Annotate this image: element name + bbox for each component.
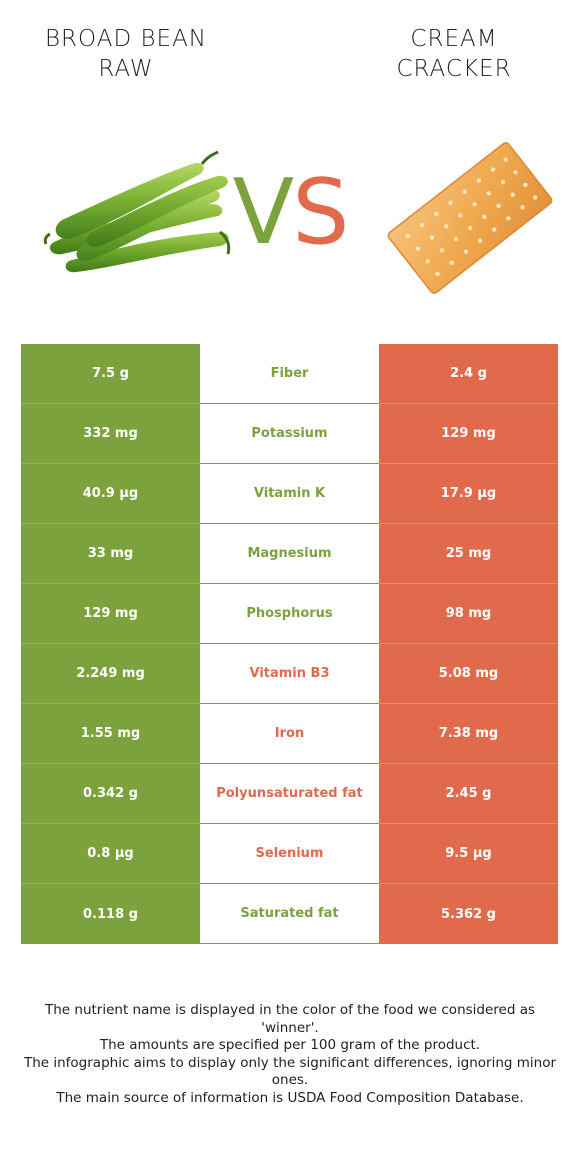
table-row: 40.9 µg Vitamin K 17.9 µg bbox=[21, 464, 558, 524]
left-value: 40.9 µg bbox=[21, 464, 200, 524]
left-value: 2.249 mg bbox=[21, 644, 200, 704]
left-value: 33 mg bbox=[21, 524, 200, 584]
table-row: 0.8 µg Selenium 9.5 µg bbox=[21, 824, 558, 884]
left-value: 0.8 µg bbox=[21, 824, 200, 884]
comparison-table: 7.5 g Fiber 2.4 g 332 mg Potassium 129 m… bbox=[21, 344, 558, 944]
nutrient-name: Polyunsaturated fat bbox=[200, 764, 379, 824]
table-row: 33 mg Magnesium 25 mg bbox=[21, 524, 558, 584]
table-row: 2.249 mg Vitamin B3 5.08 mg bbox=[21, 644, 558, 704]
left-food-title-line2: RAW bbox=[98, 56, 154, 82]
left-food-title-line1: BROAD BEAN bbox=[44, 26, 208, 52]
right-value: 98 mg bbox=[379, 584, 558, 644]
right-value: 9.5 µg bbox=[379, 824, 558, 884]
right-value: 25 mg bbox=[379, 524, 558, 584]
table-row: 129 mg Phosphorus 98 mg bbox=[21, 584, 558, 644]
left-value: 129 mg bbox=[21, 584, 200, 644]
nutrient-name: Magnesium bbox=[200, 524, 379, 584]
right-food-title: CREAM CRACKER bbox=[344, 24, 564, 84]
vs-letter-v: V bbox=[232, 160, 295, 265]
right-food-title-line1: CREAM bbox=[410, 26, 498, 52]
vs-label: VS bbox=[222, 158, 358, 268]
right-value: 7.38 mg bbox=[379, 704, 558, 764]
nutrient-name: Vitamin B3 bbox=[200, 644, 379, 704]
table-row: 0.118 g Saturated fat 5.362 g bbox=[21, 884, 558, 944]
left-value: 0.118 g bbox=[21, 884, 200, 944]
footnote-line: The amounts are specified per 100 gram o… bbox=[99, 1037, 481, 1053]
nutrient-name: Iron bbox=[200, 704, 379, 764]
table-row: 0.342 g Polyunsaturated fat 2.45 g bbox=[21, 764, 558, 824]
left-value: 1.55 mg bbox=[21, 704, 200, 764]
nutrient-name: Phosphorus bbox=[200, 584, 379, 644]
table-row: 1.55 mg Iron 7.38 mg bbox=[21, 704, 558, 764]
table-row: 332 mg Potassium 129 mg bbox=[21, 404, 558, 464]
right-value: 5.362 g bbox=[379, 884, 558, 944]
vs-letter-s: S bbox=[292, 160, 349, 265]
footnote-line: The main source of information is USDA F… bbox=[56, 1089, 524, 1106]
nutrient-name: Potassium bbox=[200, 404, 379, 464]
right-value: 129 mg bbox=[379, 404, 558, 464]
broad-bean-image bbox=[43, 150, 231, 273]
table-row: 7.5 g Fiber 2.4 g bbox=[21, 344, 558, 404]
right-value: 17.9 µg bbox=[379, 464, 558, 524]
cream-cracker-image bbox=[387, 142, 553, 294]
footnote: The nutrient name is displayed in the co… bbox=[16, 1002, 564, 1107]
nutrient-name: Saturated fat bbox=[200, 884, 379, 944]
left-food-title: BROAD BEAN RAW bbox=[16, 24, 236, 84]
left-value: 332 mg bbox=[21, 404, 200, 464]
left-value: 0.342 g bbox=[21, 764, 200, 824]
right-value: 5.08 mg bbox=[379, 644, 558, 704]
nutrient-name: Fiber bbox=[200, 344, 379, 404]
nutrient-name: Selenium bbox=[200, 824, 379, 884]
footnote-line: The infographic aims to display only the… bbox=[23, 1054, 557, 1089]
right-food-title-line2: CRACKER bbox=[396, 56, 512, 82]
nutrient-name: Vitamin K bbox=[200, 464, 379, 524]
footnote-line: The nutrient name is displayed in the co… bbox=[44, 1002, 536, 1036]
left-value: 7.5 g bbox=[21, 344, 200, 404]
right-value: 2.4 g bbox=[379, 344, 558, 404]
right-value: 2.45 g bbox=[379, 764, 558, 824]
